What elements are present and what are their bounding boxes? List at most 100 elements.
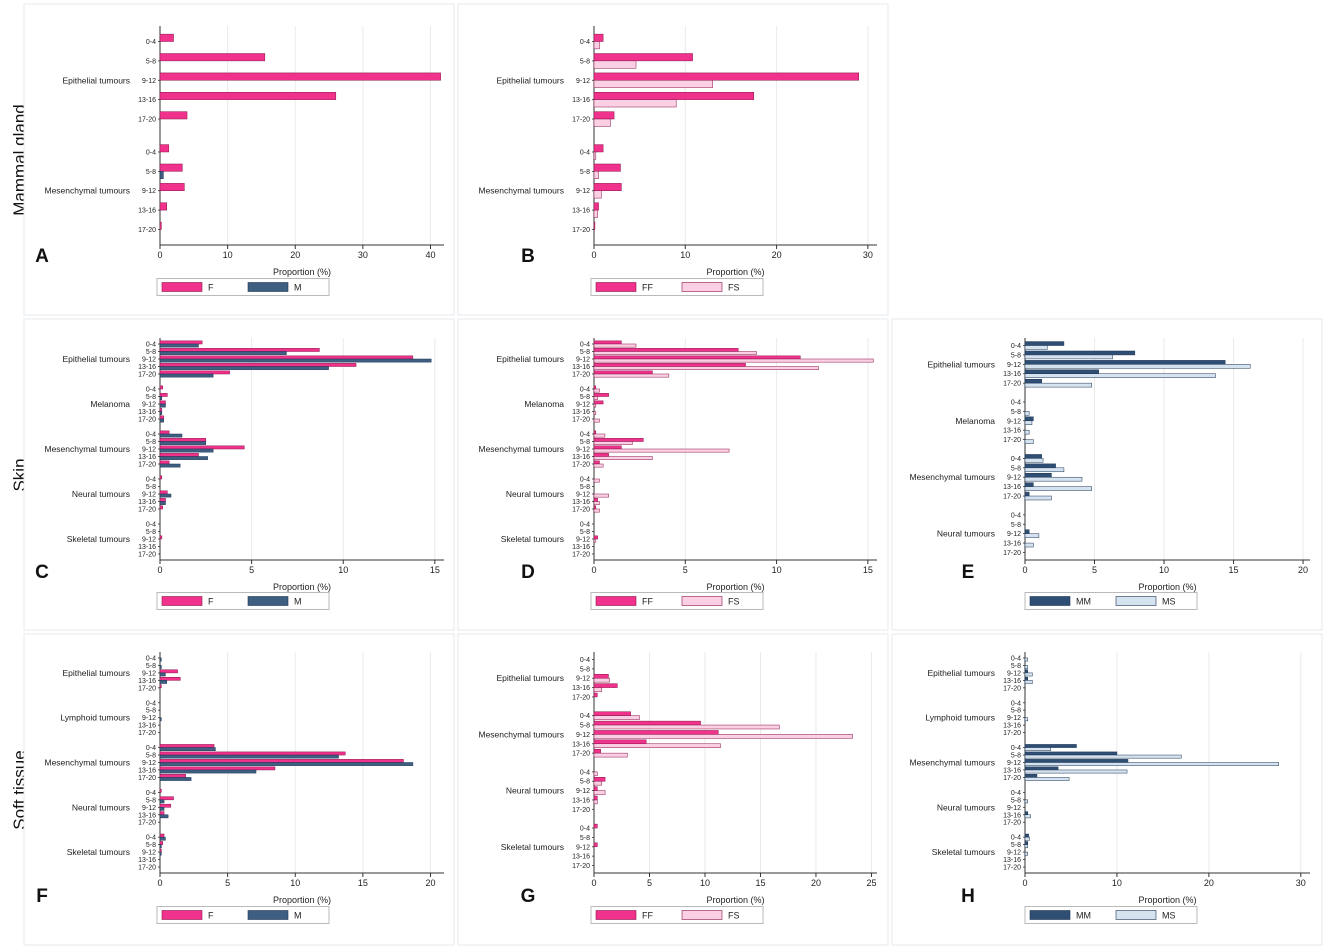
bar-ms-epithelial-tumours-9-12 (1024, 364, 1251, 369)
legend: MM MS (1024, 906, 1198, 924)
bar-fs-neural-tumours-9-12 (593, 493, 609, 498)
bar-ms-epithelial-tumours-9-12 (1024, 672, 1033, 677)
legend-swatch-ms (1115, 596, 1157, 606)
age-tick-label: 5-8 (580, 349, 590, 356)
x-axis-label: Proportion (%) (1138, 582, 1196, 592)
bar-ms-skeletal-tumours-9-12 (1024, 851, 1029, 856)
bar-ms-epithelial-tumours-13-16 (1024, 373, 1216, 378)
bar-f-epithelial-tumours-13-16 (159, 363, 357, 367)
age-tick-label: 9-12 (142, 357, 156, 364)
bar-fs-epithelial-tumours-17-20 (593, 373, 670, 378)
bar-f-epithelial-tumours-17-20 (159, 370, 230, 375)
bar-f-neural-tumours-17-20 (159, 505, 163, 510)
bar-m-epithelial-tumours-17-20 (159, 373, 214, 378)
age-tick-label: 0-4 (146, 655, 156, 662)
legend-swatch-mm (1029, 910, 1071, 920)
age-tick-label: 5-8 (146, 349, 156, 356)
bar-fs-melanoma-17-20 (593, 418, 600, 423)
bar-ms-mesenchymal-tumours-13-16 (1024, 769, 1128, 774)
age-tick-label: 9-12 (142, 447, 156, 454)
age-tick-label: 17-20 (138, 372, 156, 379)
bar-fs-melanoma-13-16 (593, 411, 597, 415)
bar-ff-epithelial-tumours-13-16 (593, 92, 755, 100)
bar-f-skeletal-tumours-9-12 (159, 848, 162, 853)
bar-ff-skeletal-tumours-0-4 (593, 823, 598, 829)
legend-swatch-ff (595, 282, 637, 292)
group-label: Neural tumours (72, 489, 130, 499)
x-axis-label: Proportion (%) (706, 267, 764, 277)
bar-f-mesenchymal-tumours-0-4 (159, 430, 170, 435)
bar-ms-melanoma-17-20 (1024, 439, 1034, 444)
age-tick-label: 5-8 (1011, 465, 1021, 472)
bar-ff-mesenchymal-tumours-5-8 (593, 720, 701, 726)
age-tick-label: 9-12 (142, 78, 156, 85)
group-mesenchymal-tumours: 0-4 5-8 9-12 13-16 17-20 Mesenchymal tumours (44, 144, 185, 234)
x-tick-label: 5 (1092, 565, 1097, 575)
bar-mm-mesenchymal-tumours-0-4 (1024, 454, 1042, 459)
age-tick-label: 9-12 (576, 732, 590, 739)
age-tick-label: 13-16 (1003, 678, 1021, 685)
bar-f-neural-tumours-9-12 (159, 490, 168, 495)
bar-fs-epithelial-tumours-9-12 (593, 677, 610, 683)
age-tick-label: 17-20 (138, 820, 156, 827)
x-axis-label: Proportion (%) (1138, 895, 1196, 905)
bar-f-mesenchymal-tumours-13-16 (159, 453, 199, 457)
age-tick-label: 5-8 (146, 394, 156, 401)
x-tick-label: 0 (157, 565, 162, 575)
age-tick-label: 0-4 (1011, 456, 1021, 463)
age-tick-label: 5-8 (1011, 797, 1021, 804)
bar-fs-mesenchymal-tumours-0-4 (593, 151, 597, 160)
legend: FF FS (590, 906, 764, 924)
age-tick-label: 9-12 (576, 788, 590, 795)
bar-ms-epithelial-tumours-5-8 (1024, 665, 1029, 669)
bar-ff-epithelial-tumours-5-8 (593, 348, 739, 352)
legend-swatch-m (247, 282, 289, 292)
bar-ff-neural-tumours-13-16 (593, 498, 598, 502)
age-tick-label: 0-4 (580, 522, 590, 529)
bar-fs-mesenchymal-tumours-13-16 (593, 743, 721, 748)
age-tick-label: 17-20 (1003, 381, 1021, 388)
age-tick-label: 5-8 (580, 439, 590, 446)
bar-m-epithelial-tumours-13-16 (159, 680, 168, 684)
bar-f-mesenchymal-tumours-13-16 (159, 202, 168, 211)
bar-m-skeletal-tumours-5-8 (159, 844, 162, 849)
age-tick-label: 13-16 (138, 364, 156, 371)
age-tick-label: 9-12 (1007, 760, 1021, 767)
age-tick-label: 0-4 (580, 342, 590, 349)
age-tick-label: 13-16 (572, 364, 590, 371)
panel-letter: D (521, 562, 535, 583)
age-tick-label: 9-12 (576, 402, 590, 409)
bar-mm-epithelial-tumours-0-4 (1024, 341, 1065, 346)
bar-mm-epithelial-tumours-13-16 (1024, 369, 1099, 374)
bar-ms-mesenchymal-tumours-17-20 (1024, 777, 1070, 781)
bar-m-melanoma-9-12 (159, 403, 166, 408)
age-tick-label: 9-12 (576, 537, 590, 544)
bar-mm-mesenchymal-tumours-13-16 (1024, 766, 1059, 771)
x-tick-label: 20 (425, 878, 435, 888)
age-tick-label: 9-12 (142, 188, 156, 195)
bar-f-melanoma-0-4 (159, 385, 163, 390)
group-mesenchymal-tumours: 0-4 5-8 9-12 13-16 17-20 Mesenchymal tumours (909, 454, 1092, 501)
legend-swatch-ff (595, 596, 637, 606)
bar-fs-epithelial-tumours-13-16 (593, 366, 819, 370)
bar-ff-melanoma-9-12 (593, 400, 604, 405)
x-tick-label: 15 (863, 565, 873, 575)
age-tick-label: 0-4 (1011, 790, 1021, 797)
age-tick-label: 0-4 (1011, 399, 1021, 406)
bar-fs-mesenchymal-tumours-5-8 (593, 441, 633, 445)
age-tick-label: 0-4 (1011, 700, 1021, 707)
bar-f-neural-tumours-0-4 (159, 788, 162, 793)
x-tick-label: 5 (647, 878, 652, 888)
x-tick-label: 30 (358, 250, 368, 260)
bar-m-melanoma-13-16 (159, 411, 163, 415)
age-tick-label: 0-4 (146, 342, 156, 349)
bar-f-epithelial-tumours-17-20 (159, 111, 188, 120)
x-tick-label: 15 (755, 878, 765, 888)
bar-m-mesenchymal-tumours-0-4 (159, 433, 183, 438)
age-tick-label: 9-12 (1007, 805, 1021, 812)
bar-ms-neural-tumours-13-16 (1024, 542, 1034, 548)
group-label: Neural tumours (937, 529, 995, 539)
